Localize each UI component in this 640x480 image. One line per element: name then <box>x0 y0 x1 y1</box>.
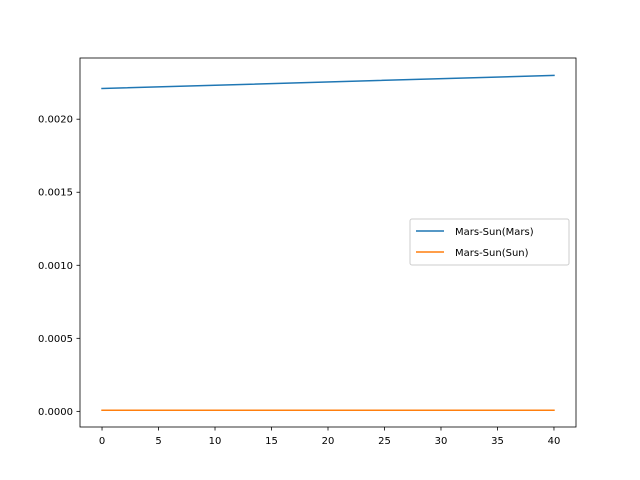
y-tick-label: 0.0000 <box>38 407 73 418</box>
x-tick-label: 15 <box>265 436 278 447</box>
x-tick-label: 35 <box>491 436 504 447</box>
legend: Mars-Sun(Mars) Mars-Sun(Sun) <box>409 218 570 266</box>
legend-label-1: Mars-Sun(Sun) <box>455 248 529 259</box>
x-tick-label: 30 <box>435 436 448 447</box>
y-tick-label: 0.0020 <box>38 115 73 126</box>
y-tick-label: 0.0010 <box>38 261 73 272</box>
plot-layer <box>101 74 555 412</box>
y-tick-label: 0.0015 <box>38 188 73 199</box>
y-axis: 0.0000 0.0005 0.0010 0.0015 0.0020 <box>38 115 80 418</box>
y-tick-label: 0.0005 <box>38 334 73 345</box>
x-tick-label: 40 <box>548 436 561 447</box>
legend-label-0: Mars-Sun(Mars) <box>455 227 534 238</box>
x-axis: 0 5 10 15 20 25 30 35 40 <box>99 427 560 447</box>
x-tick-label: 10 <box>209 436 222 447</box>
series-line-0 <box>101 74 555 90</box>
x-tick-label: 5 <box>155 436 161 447</box>
x-tick-label: 0 <box>99 436 105 447</box>
x-tick-label: 25 <box>378 436 391 447</box>
legend-box <box>409 218 570 266</box>
x-tick-label: 20 <box>322 436 335 447</box>
